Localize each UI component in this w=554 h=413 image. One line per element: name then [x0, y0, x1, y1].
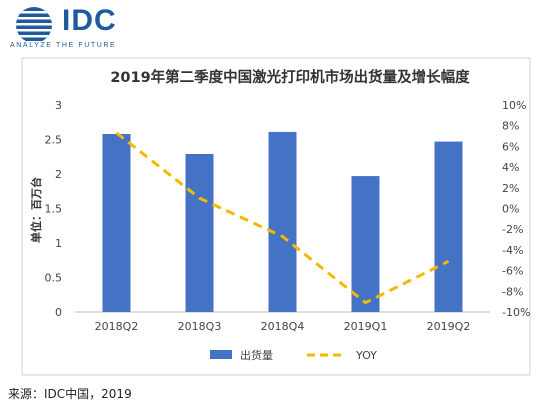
chart-title: 2019年第二季度中国激光打印机市场出货量及增长幅度 [110, 68, 470, 86]
y2-tick-label: 4% [502, 161, 519, 174]
legend-label-yoy: YOY [355, 349, 377, 362]
bar [102, 133, 131, 312]
y-tick-label: 1.5 [45, 203, 63, 216]
y-tick-label: 0 [55, 306, 62, 319]
y2-tick-label: 10% [502, 99, 526, 112]
bar [351, 176, 380, 312]
legend-label-shipments: 出货量 [240, 348, 273, 362]
y-tick-label: 2 [55, 168, 62, 181]
chart-frame [21, 57, 531, 376]
y2-tick-label: -10% [502, 306, 530, 319]
source-note: 来源：IDC中国，2019 [8, 387, 132, 401]
y-tick-label: 3 [55, 99, 62, 112]
bar [434, 141, 463, 312]
y2-tick-label: -4% [502, 244, 523, 257]
idc-logo [16, 7, 52, 43]
bar [185, 153, 214, 312]
legend: 出货量 YOY [210, 348, 377, 362]
y2-tick-label: 0% [502, 203, 519, 216]
x-tick-label: 2018Q3 [178, 320, 222, 333]
x-tick-label: 2018Q4 [261, 320, 305, 333]
y-tick-label: 0.5 [45, 272, 63, 285]
brand-name: IDC [62, 4, 117, 37]
globe-icon [16, 7, 52, 43]
y2-tick-label: -8% [502, 285, 523, 298]
y2-tick-label: 8% [502, 120, 519, 133]
x-tick-label: 2019Q1 [344, 320, 388, 333]
bar [268, 131, 297, 312]
y2-tick-label: -2% [502, 223, 523, 236]
x-tick-label: 2019Q2 [427, 320, 471, 333]
y2-tick-label: -6% [502, 265, 523, 278]
y-tick-label: 2.5 [45, 134, 63, 147]
plot-area: 0 0.5 1 1.5 2 2.5 3 -10% -8% -6% -4% -2% 0% 2% 4% 6% 8% 1… [45, 99, 531, 333]
y2-tick-label: 6% [502, 140, 519, 153]
legend-swatch-bar [210, 350, 232, 359]
y-tick-label: 1 [55, 237, 62, 250]
brand-tagline: ANALYZE THE FUTURE [10, 42, 117, 49]
y2-tick-label: 2% [502, 182, 519, 195]
x-tick-label: 2018Q2 [95, 320, 139, 333]
y-axis-label: 单位：百万台 [29, 177, 43, 243]
